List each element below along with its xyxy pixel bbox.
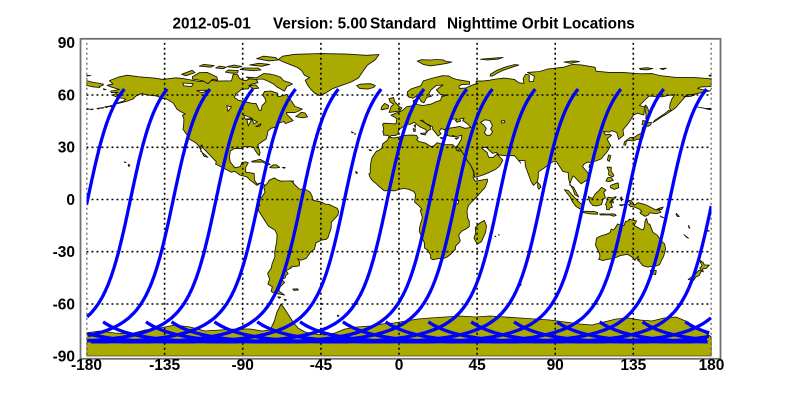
- svg-text:90: 90: [58, 35, 75, 52]
- svg-text:-180: -180: [71, 357, 102, 374]
- svg-text:60: 60: [58, 87, 75, 104]
- svg-text:-30: -30: [53, 244, 75, 261]
- svg-text:-90: -90: [53, 349, 75, 366]
- svg-text:45: 45: [468, 357, 486, 374]
- svg-text:2012-05-01: 2012-05-01: [173, 16, 252, 33]
- svg-text:Version: 5.00: Version: 5.00: [273, 16, 367, 33]
- svg-text:0: 0: [66, 192, 75, 209]
- svg-text:Standard: Standard: [370, 16, 436, 33]
- svg-text:-135: -135: [149, 357, 180, 374]
- svg-text:Nighttime Orbit Locations: Nighttime Orbit Locations: [447, 16, 635, 33]
- svg-text:30: 30: [58, 140, 75, 157]
- svg-text:-60: -60: [53, 296, 75, 313]
- svg-text:180: 180: [699, 357, 725, 374]
- svg-text:90: 90: [547, 357, 564, 374]
- svg-text:-45: -45: [310, 357, 333, 374]
- svg-text:0: 0: [395, 357, 404, 374]
- svg-text:-90: -90: [231, 357, 253, 374]
- svg-text:135: 135: [620, 357, 646, 374]
